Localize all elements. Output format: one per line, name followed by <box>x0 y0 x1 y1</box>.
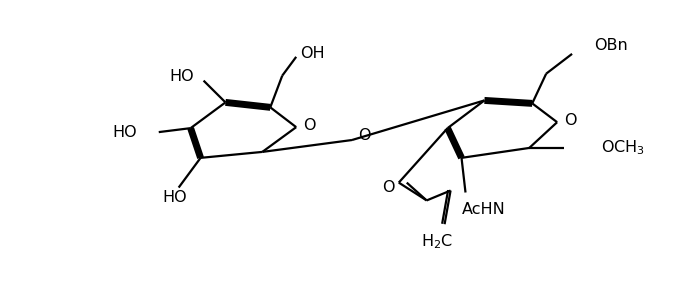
Text: OBn: OBn <box>594 38 627 53</box>
Text: O: O <box>564 113 577 128</box>
Text: OH: OH <box>300 46 325 61</box>
Text: O: O <box>383 180 395 195</box>
Text: OCH$_3$: OCH$_3$ <box>601 139 645 157</box>
Text: O: O <box>303 118 316 133</box>
Text: O: O <box>358 128 370 143</box>
Text: H$_2$C: H$_2$C <box>420 233 453 251</box>
Text: HO: HO <box>169 69 194 84</box>
Text: HO: HO <box>112 125 137 140</box>
Text: AcHN: AcHN <box>462 202 505 217</box>
Text: HO: HO <box>162 190 187 205</box>
